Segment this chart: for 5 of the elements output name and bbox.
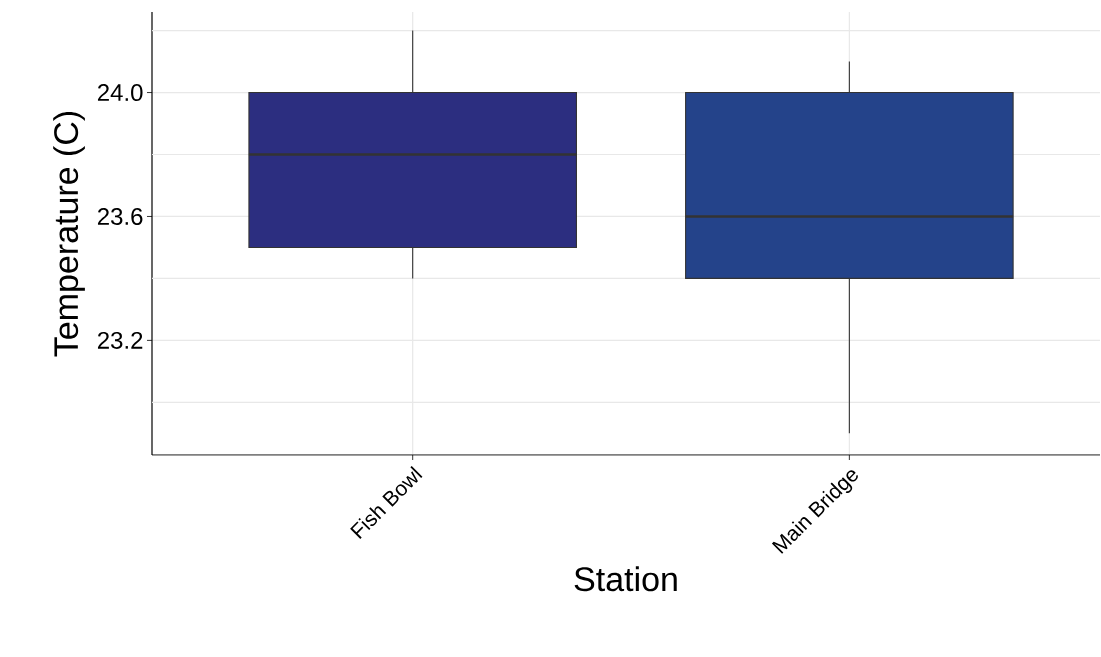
y-tick-label: 23.2 xyxy=(97,331,143,349)
x-axis-title: Station xyxy=(574,566,677,592)
y-axis-title: Temperature (C) xyxy=(53,111,85,357)
y-tick-label: 24.0 xyxy=(97,84,143,102)
y-tick-label: 23.6 xyxy=(97,207,143,225)
